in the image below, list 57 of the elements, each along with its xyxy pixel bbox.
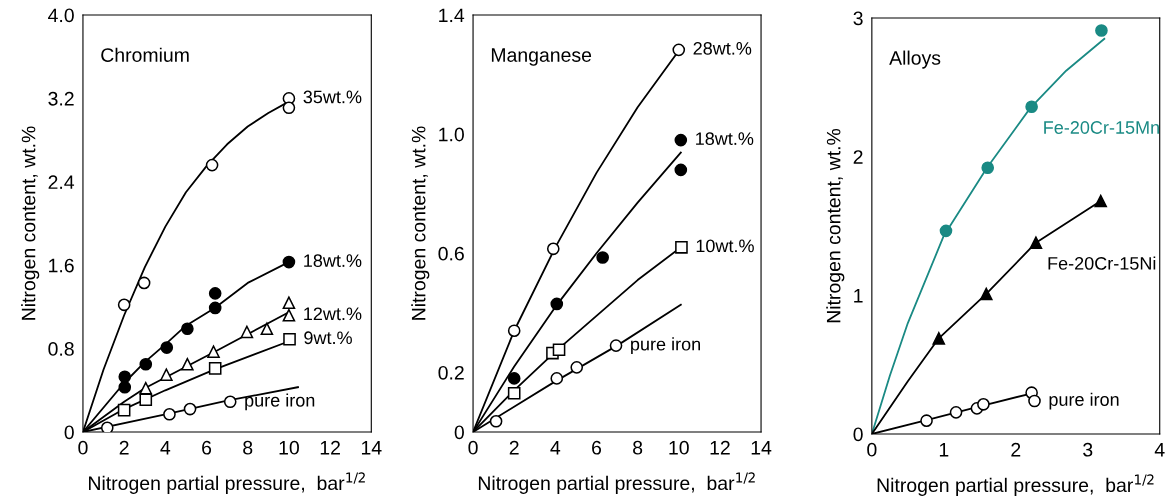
x-tick-label: 8 [633, 440, 643, 455]
y-tick-label: 1.4 [439, 8, 465, 23]
x-tick-label: 8 [243, 440, 253, 455]
y-tick-label: 0.2 [438, 365, 464, 380]
series-label: pure iron [1049, 392, 1119, 410]
x-tick-label: 0 [867, 442, 877, 457]
series-label: pure iron [245, 393, 315, 411]
x-tick-label: 2 [509, 440, 519, 455]
x-tick-label: 4 [1154, 443, 1165, 457]
series-label: Fe-20Cr-15Mn [1044, 121, 1159, 134]
x-tick-label: 0 [78, 440, 88, 455]
y-tick-label: 0.8 [48, 342, 74, 356]
y-tick-label: 1 [854, 289, 863, 303]
x-tick-label: 0 [468, 440, 478, 455]
y-tick-label: 0 [64, 425, 74, 440]
y-tick-label: 1.0 [439, 127, 464, 142]
series-label: 35wt.% [303, 90, 362, 104]
x-tick-label: 12 [320, 440, 340, 455]
series-label: 18wt.% [304, 254, 362, 267]
text: Chromium [101, 47, 189, 62]
x-tick-label: 14 [751, 441, 772, 455]
series-label: pure iron [631, 337, 700, 355]
text: Alloys [889, 50, 941, 69]
y-tick-label: 3 [853, 11, 863, 26]
x-tick-label: 4 [160, 441, 171, 455]
x-axis-title: Nitrogen partial pressure, bar$^{1/2}$ [478, 472, 755, 494]
x-tick-label: 6 [592, 440, 602, 455]
series-label: Fe-20Cr-15Ni [1048, 256, 1156, 270]
y-tick-label: 0 [454, 425, 464, 440]
series-label: 12wt.% [304, 307, 362, 321]
x-tick-label: 1 [939, 443, 949, 457]
x-tick-label: 6 [202, 440, 212, 455]
y-tick-label: 0 [853, 427, 863, 442]
x-axis-title: Nitrogen partial pressure, bar$^{1/2}$ [877, 474, 1154, 496]
text: Manganese [491, 48, 592, 66]
y-tick-label: 1.6 [49, 258, 74, 273]
x-tick-label: 12 [710, 440, 730, 455]
series-label: 9wt.% [304, 331, 352, 345]
x-tick-label: 10 [669, 440, 689, 455]
y-tick-label: 2 [853, 150, 863, 164]
x-axis-title: Nitrogen partial pressure, bar$^{1/2}$ [89, 472, 365, 494]
x-tick-label: 3 [1083, 442, 1093, 457]
y-tick-label: 2.4 [48, 175, 75, 189]
y-tick-label: 3.2 [48, 91, 74, 106]
y-axis-title: Nitrogen content, wt.% [826, 128, 845, 323]
x-tick-label: 2 [119, 440, 129, 455]
y-tick-label: 4.0 [48, 8, 74, 23]
series-label: 28wt.% [693, 41, 752, 55]
series-label: 18wt.% [696, 132, 754, 146]
y-axis-title: Nitrogen content, wt.% [411, 126, 430, 320]
x-tick-label: 14 [361, 441, 382, 455]
x-tick-label: 4 [550, 441, 561, 455]
y-tick-label: 0.6 [438, 246, 464, 261]
y-axis-title: Nitrogen content, wt.% [21, 126, 40, 320]
series-label: 10wt.% [696, 239, 754, 253]
x-tick-label: 10 [279, 440, 299, 455]
x-tick-label: 2 [1011, 442, 1021, 457]
